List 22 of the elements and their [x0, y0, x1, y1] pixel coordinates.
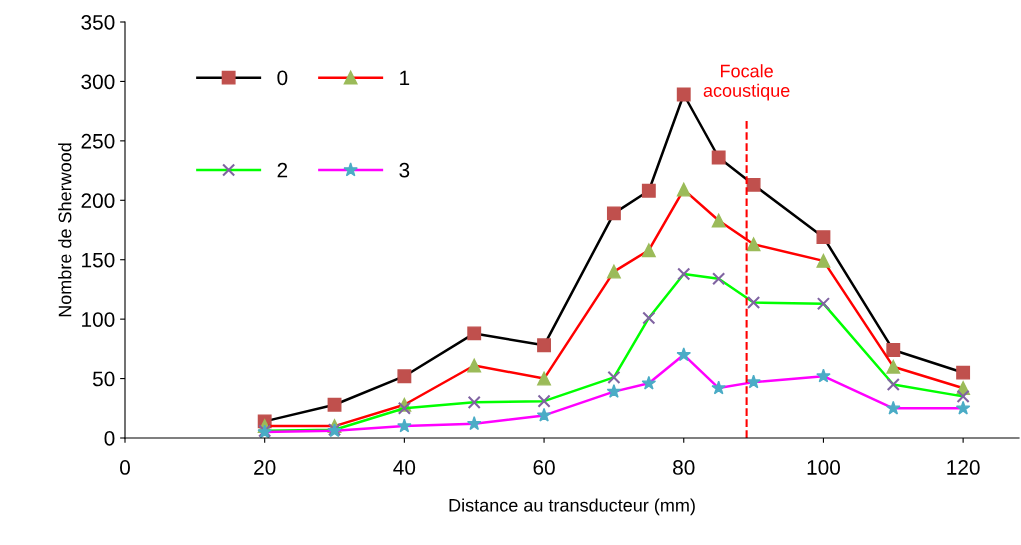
y-tick-label: 300	[81, 74, 115, 90]
x-tick-label: 80	[673, 460, 695, 475]
x-tick-label: 100	[807, 460, 840, 475]
y-tick-label: 250	[81, 133, 115, 149]
x-axis-title: Distance au transducteur (mm)	[449, 498, 695, 516]
y-tick-label: 200	[81, 193, 115, 209]
x-tick-label: 120	[947, 460, 980, 475]
x-tick-label: 40	[393, 460, 416, 475]
x-tick-label: 0	[120, 460, 130, 475]
legend-label: 2	[277, 162, 288, 178]
y-tick-label: 150	[82, 252, 115, 268]
y-tick-label: 0	[104, 431, 115, 446]
y-tick-label: 100	[82, 312, 115, 327]
legend-label: 1	[400, 70, 410, 85]
legend-label: 0	[277, 70, 288, 86]
y-axis-title: Nombre de Sherwood	[58, 143, 72, 317]
y-tick-label: 50	[92, 371, 115, 387]
x-tick-label: 60	[533, 460, 555, 475]
legend-label: 3	[399, 162, 410, 178]
y-tick-label: 350	[81, 15, 115, 30]
x-tick-label: 20	[254, 460, 276, 475]
ref-line-label: Focale acoustique	[703, 64, 790, 101]
